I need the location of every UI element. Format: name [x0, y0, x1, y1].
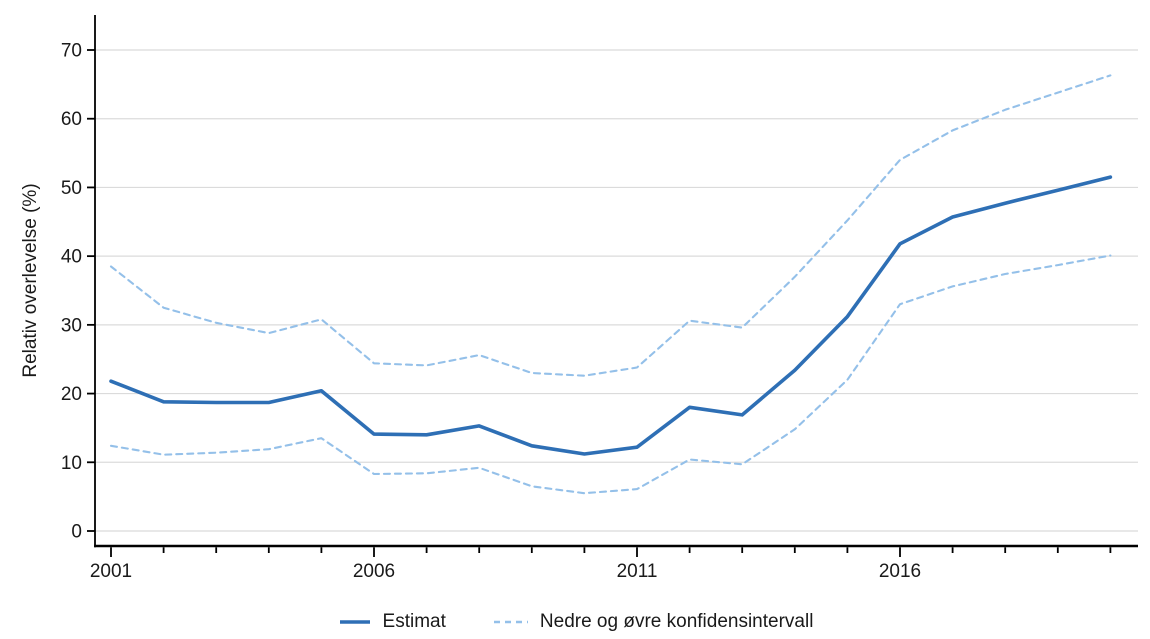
confidence-interval-line-swatch — [493, 620, 528, 623]
chart-legend: Estimat Nedre og øvre konfidensintervall — [0, 612, 1150, 631]
y-tick-label: 30 — [61, 315, 82, 336]
y-tick-label: 10 — [61, 453, 82, 474]
ci-upper-line — [109, 74, 1112, 377]
x-tick-label: 2006 — [353, 561, 395, 582]
legend-item-confidence-interval: Nedre og øvre konfidensintervall — [492, 611, 814, 632]
y-tick-label: 40 — [61, 247, 82, 268]
y-axis-title: Relativ overlevelse (%) — [20, 183, 41, 377]
ci-lower-line — [109, 254, 1112, 495]
legend-label-estimate: Estimat — [382, 611, 446, 632]
x-tick-label: 2011 — [617, 561, 658, 582]
chart-canvas: 0 10 20 30 40 50 60 70 2001 2006 2011 2016 Relativ o… — [20, 15, 1138, 582]
x-tick-label: 2001 — [90, 561, 132, 582]
y-tick-label: 0 — [71, 522, 82, 543]
legend-item-estimate: Estimat — [337, 612, 446, 631]
y-tick-label: 70 — [61, 41, 82, 62]
x-tick-label: 2016 — [879, 561, 921, 582]
legend-label-confidence-interval: Nedre og øvre konfidensintervall — [539, 611, 814, 632]
y-tick-label: 60 — [61, 109, 82, 130]
y-tick-label: 50 — [61, 178, 82, 199]
estimate-line — [109, 175, 1113, 456]
y-tick-label: 20 — [61, 384, 82, 405]
estimate-line-swatch — [339, 619, 370, 624]
